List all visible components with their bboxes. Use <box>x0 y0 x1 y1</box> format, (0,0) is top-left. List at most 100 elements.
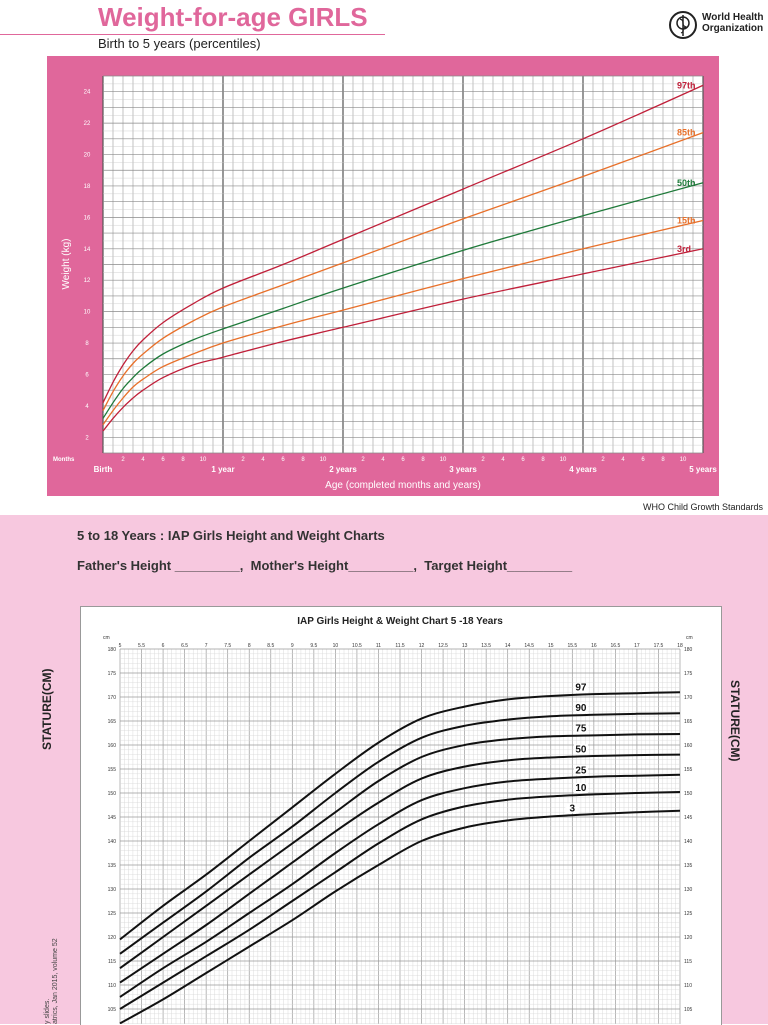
iap-height-chart: IAP Girls Height & Weight Chart 5 -18 Ye… <box>103 616 693 1024</box>
y-tick-label: 170 <box>684 695 693 701</box>
x-tick-label: 2 <box>361 457 365 463</box>
x-tick-label: 4 <box>621 457 625 463</box>
percentile-line-85th <box>102 131 704 411</box>
x-tick-label: 17 <box>634 643 640 649</box>
x-tick-label: 6 <box>161 457 165 463</box>
x-tick-label: 16 <box>591 643 597 649</box>
x-tick-label: 8 <box>181 457 185 463</box>
x-tick-label: 12.5 <box>438 643 448 649</box>
x-axis-label: Age (completed months and years) <box>325 480 481 491</box>
x-tick-label: 16.5 <box>611 643 621 649</box>
x-tick-label: 18 <box>677 643 683 649</box>
who-emblem-icon <box>669 11 697 39</box>
y-tick-label: 150 <box>684 791 693 797</box>
series-label-bg <box>573 744 588 755</box>
x-tick-label: 11 <box>376 643 381 649</box>
series-label: 3 <box>570 803 576 814</box>
x-tick-label: 15.5 <box>567 643 577 649</box>
percentile-line-25 <box>119 773 681 998</box>
page-subtitle: Birth to 5 years (percentiles) <box>98 36 261 51</box>
y-tick-label: 120 <box>684 935 693 941</box>
series-label-bg <box>573 682 588 693</box>
percentile-line-97 <box>119 691 681 941</box>
y-tick-label: 16 <box>84 215 91 221</box>
series-label: 97th <box>677 80 696 90</box>
y-tick-label: 6 <box>85 372 89 378</box>
y-tick-label: 135 <box>108 863 117 869</box>
y-tick-label: 20 <box>84 153 91 159</box>
percentile-line-90 <box>119 712 681 955</box>
chart-title: IAP Girls Height & Weight Chart 5 -18 Ye… <box>297 616 503 627</box>
percentile-line-3 <box>119 809 681 1024</box>
series-label: 90 <box>575 703 587 714</box>
x-tick-label: 2 <box>601 457 605 463</box>
y-tick-label: 105 <box>108 1007 117 1013</box>
series-label-bg <box>573 723 588 734</box>
x-tick-label: 12 <box>419 643 425 649</box>
percentile-line-97th <box>102 84 704 403</box>
x-tick-label: 17.5 <box>654 643 664 649</box>
x-tick-label: 2 <box>481 457 485 463</box>
y-tick-label: 2 <box>85 435 89 441</box>
x-tick-label: 2 <box>121 457 125 463</box>
series-label: 85th <box>677 128 696 138</box>
x-tick-label: 4 <box>141 457 145 463</box>
y-tick-label: 120 <box>108 935 117 941</box>
y-tick-label: 10 <box>84 310 91 316</box>
x-year-label: 2 years <box>329 465 357 474</box>
y-tick-label: 110 <box>684 983 692 989</box>
y-tick-label: 115 <box>684 959 692 965</box>
y-tick-label: 175 <box>684 671 693 677</box>
y-tick-label: 125 <box>684 911 693 917</box>
y-tick-label: 24 <box>84 90 91 96</box>
x-tick-label: 9 <box>291 643 294 649</box>
y-tick-label: 8 <box>85 341 89 347</box>
y-tick-label: 135 <box>684 863 693 869</box>
y-tick-label: 140 <box>684 839 693 845</box>
x-tick-label: 5.5 <box>138 643 145 649</box>
x-tick-label: 10 <box>560 457 567 463</box>
x-tick-label: 11.5 <box>395 643 405 649</box>
y-tick-label: 125 <box>108 911 117 917</box>
y-tick-label: 12 <box>84 278 91 284</box>
percentile-line-50 <box>119 753 681 984</box>
y-tick-label: 160 <box>684 743 693 749</box>
y-tick-label: 165 <box>108 719 117 725</box>
y-unit-label: cm <box>103 635 110 641</box>
x-tick-label: 8 <box>301 457 305 463</box>
side-note-line-1: y slides. <box>44 998 51 1024</box>
iap-chart-panel <box>80 606 722 1025</box>
y-tick-label: 22 <box>84 121 91 127</box>
side-note-line-2: atrics, Jan 2015, volume 52 <box>52 938 59 1024</box>
percentile-line-3rd <box>102 248 704 432</box>
y-tick-label: 145 <box>108 815 117 821</box>
who-standards-note: WHO Child Growth Standards <box>642 502 763 512</box>
x-tick-label: 5 <box>119 643 122 649</box>
x-tick-label: 8 <box>421 457 425 463</box>
series-label-bg <box>573 703 588 714</box>
y-axis-label-right: STATURE(CM) <box>726 680 742 762</box>
y-tick-label: 155 <box>684 767 693 773</box>
x-tick-label: 14 <box>505 643 511 649</box>
y-tick-label: 165 <box>684 719 693 725</box>
x-tick-label: 6.5 <box>181 643 188 649</box>
series-label: 3rd <box>677 244 691 254</box>
y-tick-label: 155 <box>108 767 117 773</box>
stature-label: STATURE(CM) <box>40 668 54 750</box>
y-tick-label: 4 <box>85 404 89 410</box>
x-tick-label: 8.5 <box>267 643 274 649</box>
series-label: 50th <box>677 178 696 188</box>
y-tick-label: 105 <box>684 1007 693 1013</box>
x-tick-label: 10 <box>440 457 447 463</box>
y-tick-label: 130 <box>684 887 693 893</box>
percentile-line-75 <box>119 733 681 970</box>
series-label: 15th <box>677 216 696 226</box>
series-label: 97 <box>575 683 587 694</box>
parents-height-line: Father's Height _________, Mother's Heig… <box>77 558 573 573</box>
y-tick-label: 180 <box>108 647 117 653</box>
x-tick-label: 13 <box>462 643 468 649</box>
x-tick-label: 6 <box>162 643 165 649</box>
x-tick-label: 9.5 <box>310 643 317 649</box>
y-tick-label: 160 <box>108 743 117 749</box>
y-tick-label: 150 <box>108 791 117 797</box>
